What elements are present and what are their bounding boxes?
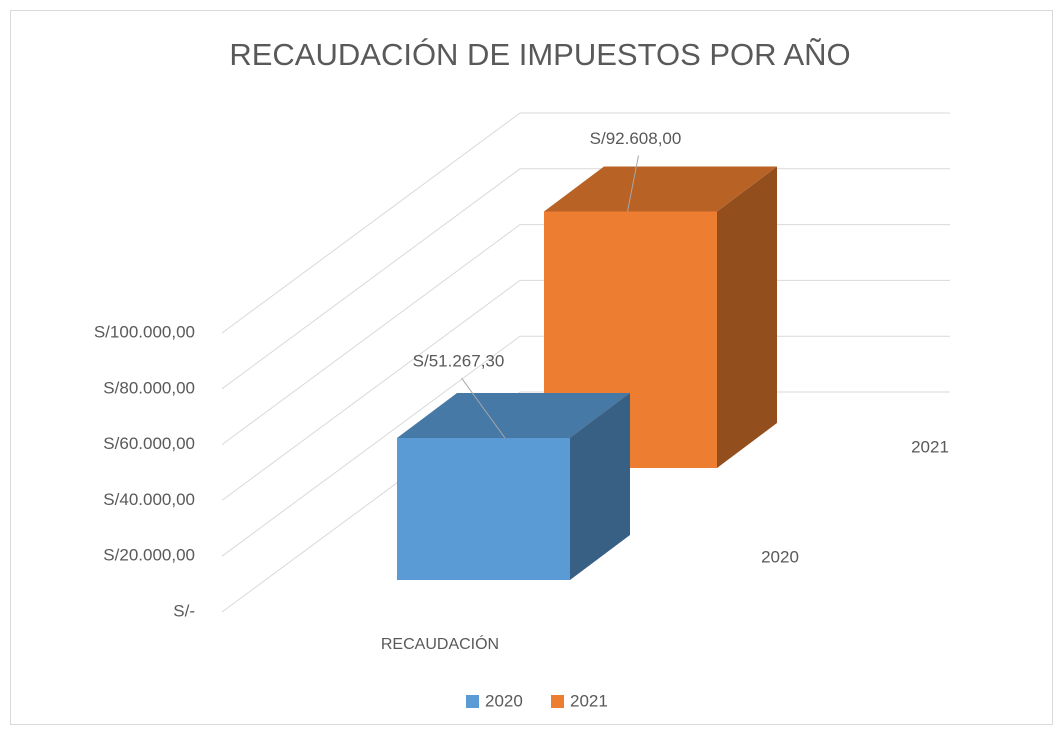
y-tick-label: S/20.000,00	[103, 546, 195, 565]
bar-top	[397, 392, 630, 438]
x-tick-label: RECAUDACIÓN	[381, 634, 499, 653]
grid-line	[221, 335, 950, 557]
y-tick-label: S/60.000,00	[103, 434, 195, 453]
legend-label: 2020	[485, 691, 523, 710]
y-tick-label: S/-	[173, 601, 195, 620]
grid-line	[221, 112, 950, 334]
bar-front	[397, 437, 570, 580]
chart-title: RECAUDACIÓN DE IMPUESTOS POR AÑO	[229, 37, 850, 72]
grid-line	[221, 391, 950, 613]
bar-top	[544, 166, 777, 212]
y-tick-label: S/40.000,00	[103, 490, 195, 509]
depth-label: 2020	[761, 547, 799, 566]
data-label: S/51.267,30	[413, 351, 505, 370]
depth-label: 2021	[911, 437, 949, 456]
legend-swatch	[466, 695, 479, 708]
bar-side	[717, 166, 777, 469]
y-tick-label: S/80.000,00	[103, 378, 195, 397]
grid-line	[221, 279, 950, 501]
data-label: S/92.608,00	[590, 129, 682, 148]
bar	[397, 392, 630, 580]
leader-line	[627, 155, 639, 212]
grid-line	[221, 224, 950, 446]
leader-line	[461, 377, 506, 439]
legend-label: 2021	[570, 691, 608, 710]
y-tick-label: S/100.000,00	[94, 322, 195, 341]
chart-border	[10, 10, 1053, 725]
bar-side	[570, 392, 630, 580]
legend-swatch	[551, 695, 564, 708]
grid-line	[221, 168, 950, 390]
